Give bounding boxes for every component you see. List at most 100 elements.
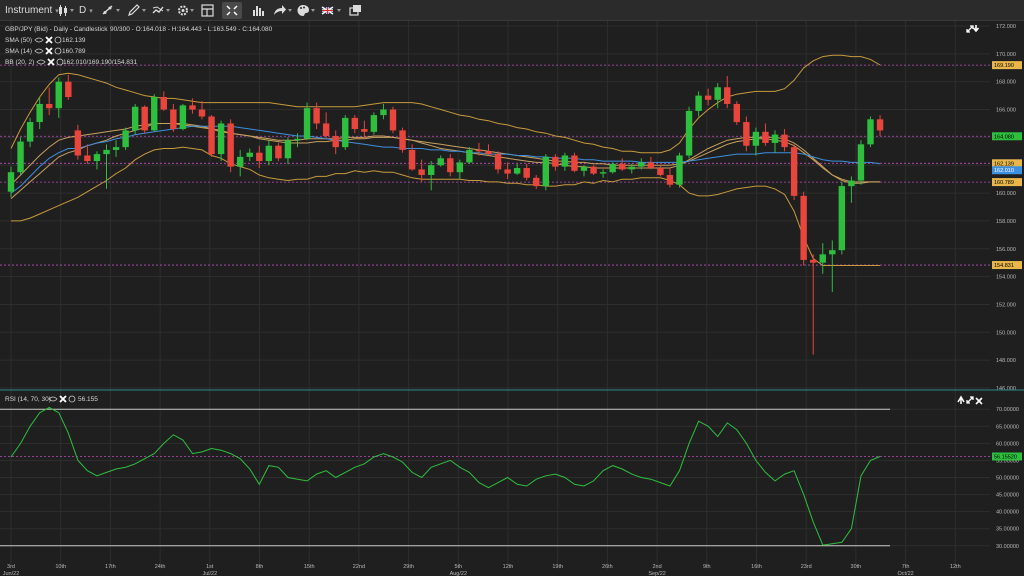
candle-body	[781, 134, 788, 148]
candle-body	[628, 166, 635, 170]
chart-area[interactable]: 146.000 148.000 150.000 152.000 154.000 156.0…	[0, 21, 1024, 576]
interval-label: D	[79, 5, 87, 16]
candle-body	[256, 152, 263, 162]
crosshair-icon	[226, 5, 238, 16]
price-pane[interactable]	[0, 54, 990, 355]
chart-type-menu[interactable]	[57, 2, 75, 19]
arrow-up-icon[interactable]	[957, 395, 965, 404]
candle-body	[485, 151, 492, 155]
interval-menu[interactable]: D ▾	[79, 2, 93, 19]
candle-body	[141, 106, 148, 131]
candle-body	[437, 158, 444, 166]
candle-body	[609, 163, 616, 173]
instrument-menu[interactable]: Instrument ▾	[5, 2, 59, 19]
time-tick-label: 26th	[602, 564, 613, 570]
language-menu[interactable]	[321, 2, 345, 19]
rsi-pane[interactable]	[0, 406, 990, 547]
rsi-tick-label: 30.00000	[996, 544, 1019, 550]
bb-controls	[36, 58, 64, 66]
price-tick-label: 148.000	[996, 358, 1016, 364]
popout-window-icon	[349, 5, 361, 16]
candle-body	[342, 117, 349, 148]
candle-body	[752, 131, 760, 146]
candle-body	[657, 168, 664, 175]
price-tick-label: 170.000	[996, 52, 1016, 58]
candle-body	[695, 95, 702, 111]
settings-icon[interactable]	[68, 395, 76, 403]
indicators-menu[interactable]	[152, 2, 174, 19]
candle-body	[876, 119, 884, 131]
price-axis[interactable]: 146.000 148.000 150.000 152.000 154.000 156.0…	[992, 24, 1022, 392]
candle-body	[313, 108, 320, 124]
price-tick-label: 160.000	[996, 191, 1016, 197]
settings-menu[interactable]	[177, 2, 197, 19]
price-badge	[992, 61, 1022, 70]
price-tick-label: 168.000	[996, 80, 1016, 86]
bb-legend-value: 162.010/169.190/154.831	[63, 59, 137, 66]
price-tick-label: 152.000	[996, 302, 1016, 308]
candle-body	[294, 138, 301, 141]
time-tick-sublabel: Jun/22	[3, 571, 20, 576]
arrow-down-icon[interactable]	[972, 25, 980, 33]
instrument-label: Instrument	[5, 5, 53, 16]
draw-tools-menu[interactable]	[127, 2, 149, 19]
candle-body	[389, 109, 397, 131]
time-tick-label: 12th	[950, 564, 961, 570]
close-icon[interactable]	[59, 395, 67, 403]
chevron-down-icon: ▾	[55, 8, 59, 15]
time-tick-label: 17th	[105, 564, 116, 570]
maximize-icon[interactable]	[966, 25, 974, 33]
eye-icon[interactable]	[48, 396, 58, 402]
rsi-badge-label: 56.15520	[994, 454, 1017, 460]
settings-icon[interactable]	[56, 58, 64, 66]
candle-body	[704, 95, 712, 100]
rsi-tick-label: 50.00000	[996, 476, 1019, 482]
candle-body	[619, 163, 626, 170]
share-menu[interactable]	[272, 2, 294, 19]
time-tick-label: 7th	[902, 564, 910, 570]
close-icon[interactable]	[975, 397, 983, 405]
draw-line-menu[interactable]	[101, 2, 123, 19]
close-icon[interactable]	[45, 36, 53, 44]
candle-body	[112, 147, 120, 150]
volume-button[interactable]	[251, 2, 267, 19]
candle-body	[380, 109, 387, 116]
candle-body	[533, 177, 540, 187]
close-icon[interactable]	[47, 58, 55, 66]
candle-body	[685, 110, 693, 156]
popout-button[interactable]	[348, 2, 364, 19]
rsi-tick-label: 55.00000	[996, 458, 1019, 464]
share-arrow-icon	[274, 5, 292, 15]
settings-icon[interactable]	[54, 36, 62, 44]
crosshair-button[interactable]	[222, 2, 242, 19]
candle-body	[84, 155, 91, 162]
candle-body	[361, 129, 368, 132]
maximize-icon[interactable]	[966, 396, 974, 404]
time-tick-label: 23rd	[801, 564, 812, 570]
time-tick-sublabel: Sep/22	[648, 571, 665, 576]
candle-body	[590, 166, 597, 174]
close-icon[interactable]	[45, 47, 53, 55]
eye-icon[interactable]	[34, 37, 44, 43]
rsi-tick-label: 70.00000	[996, 407, 1019, 413]
candle-body	[303, 108, 311, 139]
eye-icon[interactable]	[34, 48, 44, 54]
candle-body	[151, 97, 158, 131]
layout-button[interactable]	[200, 2, 216, 19]
rsi-axis[interactable]: 30.00000 35.00000 40.00000 45.00000 50.00000…	[992, 407, 1022, 550]
candle-body	[227, 123, 234, 167]
candle-body	[131, 106, 139, 131]
price-badge-label: 162.139	[994, 161, 1014, 167]
price-tick-label: 156.000	[996, 247, 1016, 253]
time-tick-sublabel: Jul/22	[202, 571, 217, 576]
eye-icon[interactable]	[36, 59, 46, 65]
candle-body	[542, 156, 549, 187]
candle-body	[599, 172, 607, 174]
candle-body	[246, 152, 253, 157]
candle-body	[284, 140, 292, 159]
theme-menu[interactable]	[296, 2, 318, 19]
candle-body	[36, 103, 43, 123]
candle-body	[714, 87, 721, 100]
settings-icon[interactable]	[54, 47, 62, 55]
